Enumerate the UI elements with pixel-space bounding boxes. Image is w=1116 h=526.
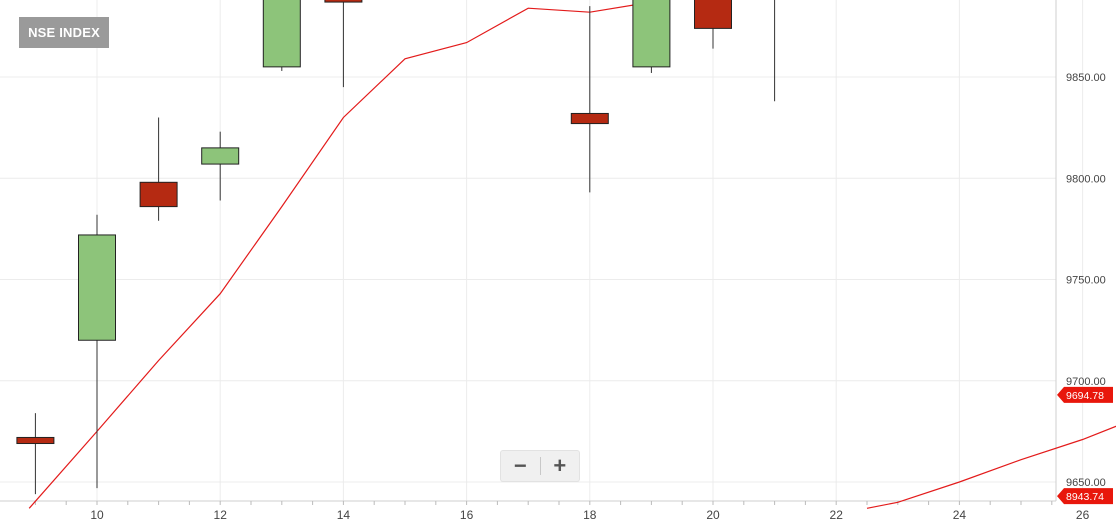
grid — [0, 0, 1084, 502]
candle-body-down — [694, 0, 732, 29]
y-tick-label: 9750.00 — [1066, 275, 1106, 287]
chart-title-badge: NSE INDEX — [19, 17, 109, 48]
moving-average-line-1 — [28, 0, 661, 509]
y-tick-label: 9800.00 — [1066, 173, 1106, 185]
candle — [324, 0, 363, 88]
y-axis: 9650.009700.009750.009800.009850.009900.… — [1066, 72, 1106, 489]
candle-body-up — [262, 0, 301, 68]
y-tick-label: 9700.00 — [1066, 376, 1106, 388]
zoom-out-button[interactable]: − — [513, 453, 527, 478]
y-tick-label: 9650.00 — [1066, 477, 1106, 489]
candle — [632, 0, 671, 73]
candle-body-down — [139, 181, 178, 208]
candle-body-down — [324, 0, 363, 3]
x-tick-label: 26 — [1076, 508, 1090, 522]
candle — [78, 214, 116, 489]
price-tag-shape — [1057, 488, 1113, 505]
x-tick-label: 16 — [460, 508, 474, 522]
x-tick-label: 22 — [830, 508, 844, 522]
x-tick-label: 24 — [953, 508, 967, 522]
zoom-divider — [539, 457, 541, 475]
moving-average-lines — [28, 0, 1116, 509]
candle — [774, 0, 776, 102]
moving-average-line-2 — [866, 425, 1116, 509]
candle-body-up — [201, 147, 240, 165]
candle-body-down — [16, 436, 55, 445]
zoom-controls: − + — [500, 450, 580, 482]
candle — [262, 0, 301, 71]
y-tick-label: 9850.00 — [1066, 72, 1106, 84]
price-tag-shape — [1057, 386, 1113, 403]
x-tick-label: 18 — [583, 508, 597, 522]
candle — [201, 131, 240, 201]
price-tag-label: 8943.74 — [1066, 491, 1104, 503]
price-tag: 8943.74 — [1057, 488, 1113, 505]
candles — [16, 0, 776, 495]
candle — [139, 117, 178, 221]
x-tick-label: 20 — [706, 508, 720, 522]
candle-body-up — [632, 0, 671, 68]
zoom-in-button[interactable]: + — [553, 453, 567, 478]
x-axis: 10121416182022242628 — [34, 501, 1090, 522]
x-tick-label: 10 — [90, 508, 104, 522]
price-tag: 9694.78 — [1057, 386, 1113, 403]
x-tick-label: 14 — [337, 508, 351, 522]
candle-body-down — [570, 112, 609, 125]
candle-body-up — [78, 234, 116, 341]
price-tag-label: 9694.78 — [1066, 390, 1104, 402]
x-tick-label: 12 — [214, 508, 228, 522]
candle — [570, 6, 609, 193]
candle — [694, 0, 732, 49]
candle — [16, 413, 55, 495]
